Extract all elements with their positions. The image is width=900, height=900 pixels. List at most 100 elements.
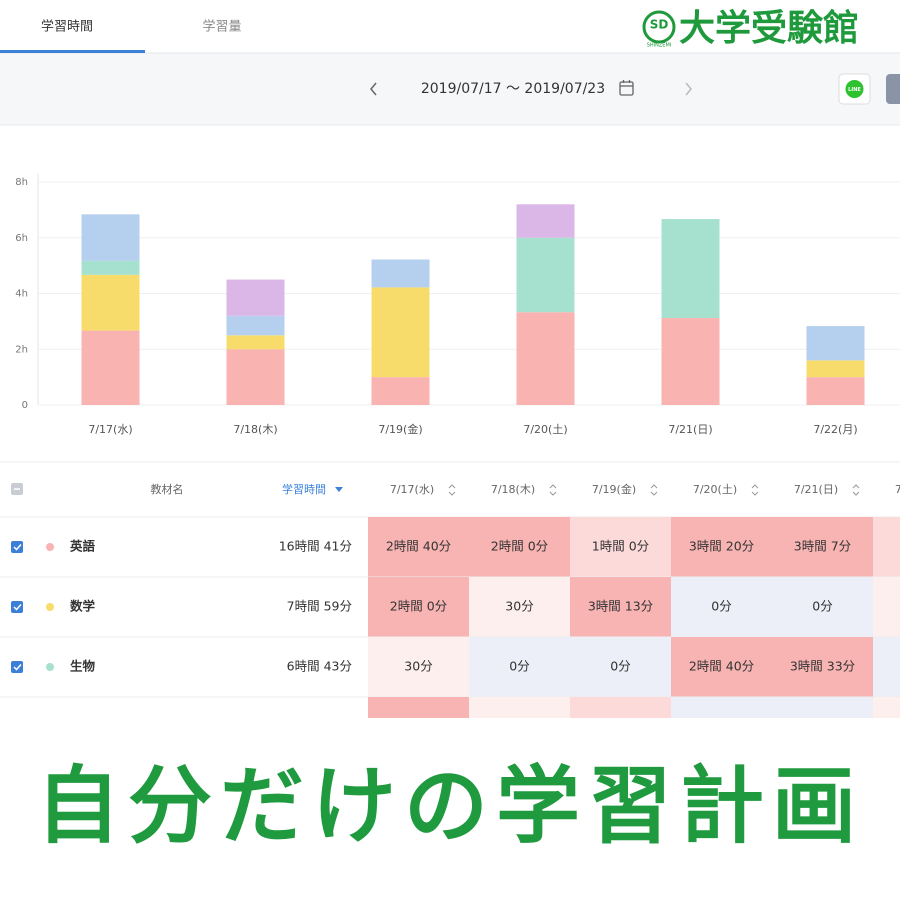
subject-dot xyxy=(46,603,54,611)
cell-bg xyxy=(368,517,469,577)
cell-bg xyxy=(570,517,671,577)
cell-bg xyxy=(368,697,469,718)
subject-dot xyxy=(46,543,54,551)
cell-bg xyxy=(368,637,469,697)
column-header: 教材名 xyxy=(151,482,184,496)
x-tick-label: 7/20(土) xyxy=(523,423,567,436)
cell-bg xyxy=(772,517,873,577)
sort-icon xyxy=(751,484,759,496)
cell-value: 3時間 33分 xyxy=(790,659,855,674)
row-checkbox[interactable] xyxy=(11,661,23,673)
row-total: 16時間 41分 xyxy=(279,539,352,554)
y-tick-label: 0 xyxy=(22,400,28,411)
cell-bg xyxy=(368,577,469,637)
bar-segment xyxy=(371,377,430,405)
toolbar-bg xyxy=(0,53,900,125)
logo-brand: 大学受験館 xyxy=(679,7,859,49)
cell-bg xyxy=(873,637,900,697)
cell-bg xyxy=(469,697,570,718)
sort-icon xyxy=(335,487,343,492)
cell-value: 1時間 0分 xyxy=(592,539,649,554)
bar-segment xyxy=(226,279,285,316)
bar-segment xyxy=(81,274,140,331)
bar-segment xyxy=(806,326,865,361)
cell-bg xyxy=(671,517,772,577)
cell-value: 2時間 0分 xyxy=(390,599,447,614)
x-tick-label: 7/18(木) xyxy=(233,423,277,436)
row-total: 7時間 59分 xyxy=(287,599,352,614)
logo-sub: SHINZEMI xyxy=(647,43,672,49)
x-tick-label: 7/17(水) xyxy=(88,423,132,436)
cell-value: 3時間 7分 xyxy=(794,539,851,554)
prev-arrow[interactable] xyxy=(370,82,377,96)
cell-bg xyxy=(671,577,772,637)
checkmark xyxy=(13,543,22,551)
subject-dot xyxy=(46,663,54,671)
tab-underline xyxy=(0,50,145,53)
row-checkbox[interactable] xyxy=(11,601,23,613)
bar-segment xyxy=(806,360,865,378)
cell-bg xyxy=(873,577,900,637)
cell-bg xyxy=(772,697,873,718)
y-tick-label: 2h xyxy=(15,344,28,355)
cell-value: 3時間 20分 xyxy=(689,539,754,554)
cell-bg xyxy=(570,577,671,637)
cell-bg xyxy=(873,697,900,718)
cell-bg xyxy=(671,697,772,718)
y-tick-label: 8h xyxy=(15,177,28,188)
calendar-icon[interactable] xyxy=(619,80,634,96)
bar-segment xyxy=(371,259,430,288)
cell-bg xyxy=(772,577,873,637)
line-label: LINE xyxy=(848,87,861,93)
column-header[interactable]: 7/18(木) xyxy=(491,483,535,496)
subject-name: 生物 xyxy=(70,659,96,674)
cell-value: 0分 xyxy=(812,599,832,614)
subject-name: 英語 xyxy=(70,539,96,554)
logo-emblem xyxy=(642,10,676,44)
bar-segment xyxy=(516,204,575,238)
subject-name: 数学 xyxy=(69,599,96,614)
sort-icon xyxy=(549,484,557,496)
tab[interactable]: 学習量 xyxy=(202,19,241,35)
logo-emblem-text: SD xyxy=(650,18,669,32)
date-range: 2019/07/17 〜 2019/07/23 xyxy=(421,81,605,97)
cell-bg xyxy=(469,517,570,577)
cell-value: 0分 xyxy=(711,599,731,614)
sort-icon xyxy=(852,484,860,496)
cell-value: 0分 xyxy=(509,659,529,674)
column-header[interactable]: 7/20(土) xyxy=(693,483,737,496)
column-header[interactable]: 7/17(水) xyxy=(390,483,434,496)
y-tick-label: 4h xyxy=(15,289,28,300)
cell-bg xyxy=(873,517,900,577)
bar-segment xyxy=(661,318,720,405)
tab[interactable]: 学習時間 xyxy=(41,19,93,35)
banner: 自分だけの学習計画 xyxy=(36,757,864,855)
column-header[interactable]: 7/19(金) xyxy=(592,482,636,496)
bar-segment xyxy=(226,315,285,336)
line-icon xyxy=(845,80,864,98)
column-header[interactable]: 7/21(日) xyxy=(794,483,838,496)
next-arrow[interactable] xyxy=(685,82,692,96)
column-header[interactable]: 学習時間 xyxy=(282,482,326,496)
cell-bg xyxy=(772,637,873,697)
bar-segment xyxy=(516,312,575,405)
bar-segment xyxy=(806,377,865,405)
column-header[interactable]: 7/22(月) xyxy=(895,483,900,496)
cell-bg xyxy=(469,637,570,697)
table: 教材名 学習時間 7/17(水) 7/18(木) 7/19(金) 7/20(土) 7/21(… xyxy=(0,461,900,718)
checkmark xyxy=(13,603,22,611)
menu-button[interactable] xyxy=(886,74,900,104)
cell-bg xyxy=(469,577,570,637)
sort-icon xyxy=(448,484,456,496)
bar-segment xyxy=(516,237,575,313)
row-checkbox[interactable] xyxy=(11,541,23,553)
x-tick-label: 7/21(日) xyxy=(668,423,712,436)
cell-bg xyxy=(570,697,671,718)
bar-segment xyxy=(81,330,140,405)
checkmark xyxy=(13,663,22,671)
bar-segment xyxy=(81,260,140,275)
bar-segment xyxy=(226,349,285,405)
